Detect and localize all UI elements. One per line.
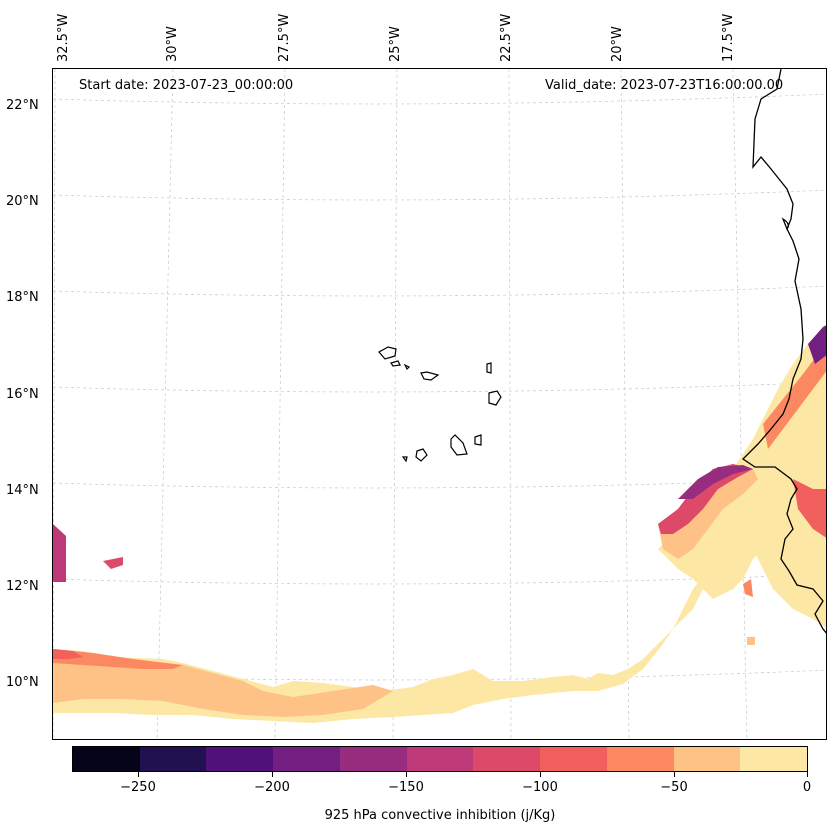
colorbar-tick-label: −200 (254, 780, 290, 795)
gridlines (53, 69, 826, 739)
lon-label-30w: 30°W (165, 26, 180, 62)
lon-label-27-5w: 27.5°W (277, 13, 292, 62)
lat-label-14n: 14°N (6, 483, 39, 498)
colorbar-tick-label: −150 (388, 780, 424, 795)
cin-region-west-edge (53, 524, 66, 582)
colorbar-segment (273, 747, 340, 771)
coastline (741, 69, 826, 634)
lat-label-18n: 18°N (6, 290, 39, 305)
colorbar-tick-label: 0 (802, 780, 812, 795)
colorbar (72, 746, 808, 772)
lat-label-12n: 12°N (6, 579, 39, 594)
colorbar-tick-label: −50 (660, 780, 688, 795)
colorbar-segment (73, 747, 140, 771)
start-date-label: Start date: 2023-07-23_00:00:00 (79, 78, 294, 93)
cin-band-southwest (53, 519, 763, 723)
colorbar-tick (807, 772, 808, 777)
colorbar-tick (406, 772, 407, 777)
colorbar-segment (139, 747, 207, 771)
lon-label-32-5w: 32.5°W (56, 13, 71, 62)
colorbar-tick-label: −250 (120, 780, 156, 795)
colorbar-tick (272, 772, 273, 777)
colorbar-tick-label: −100 (522, 780, 558, 795)
colorbar-tick (540, 772, 541, 777)
valid-date-label: Valid_date: 2023-07-23T16:00:00.00 (545, 78, 784, 93)
colorbar-segment (540, 747, 607, 771)
colorbar-title: 925 hPa convective inhibition (j/Kg) (324, 808, 556, 823)
lon-label-17-5w: 17.5°W (721, 13, 736, 62)
colorbar-segment (339, 747, 407, 771)
lon-label-25w: 25°W (388, 26, 403, 62)
lat-label-10n: 10°N (6, 675, 39, 690)
cin-contours (53, 325, 826, 723)
colorbar-tick (138, 772, 139, 777)
colorbar-segment (473, 747, 541, 771)
colorbar-segment (673, 747, 741, 771)
cape-verde-islands (378, 346, 502, 463)
colorbar-segment (206, 747, 274, 771)
colorbar-tick (674, 772, 675, 777)
lat-label-20n: 20°N (6, 194, 39, 209)
lon-label-22-5w: 22.5°W (499, 13, 514, 62)
colorbar-segment (406, 747, 474, 771)
lat-label-22n: 22°N (6, 98, 39, 113)
lon-label-20w: 20°W (610, 26, 625, 62)
map-canvas (53, 69, 826, 739)
colorbar-segment (606, 747, 674, 771)
lat-label-16n: 16°N (6, 387, 39, 402)
map-panel (52, 68, 827, 740)
colorbar-segment (740, 747, 808, 771)
